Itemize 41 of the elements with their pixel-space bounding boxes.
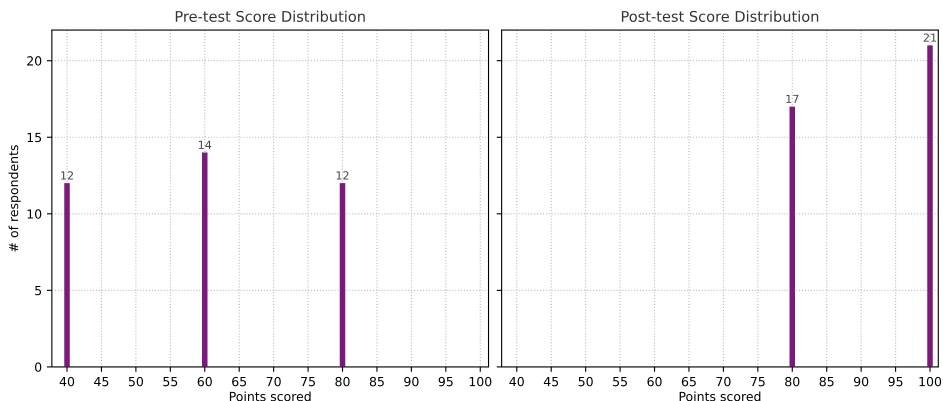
y-tick-label: 0: [35, 362, 42, 372]
data-label: 12: [61, 171, 73, 180]
x-tick-label: 65: [232, 376, 246, 386]
x-tick-label: 85: [370, 376, 384, 386]
x-tick-label: 55: [613, 377, 627, 386]
chart-title: Pre-test Score Distribution: [176, 10, 365, 22]
x-axis-title: Points scored: [230, 392, 311, 401]
y-tick-label: 20: [27, 56, 42, 66]
x-tick-label: 40: [509, 376, 524, 386]
chart-title: Post-test Score Distribution: [622, 10, 818, 22]
x-tick-label: 60: [647, 376, 662, 386]
x-tick-label: 90: [854, 376, 868, 386]
x-tick-label: 100: [470, 376, 492, 386]
data-label: 14: [198, 140, 212, 149]
x-axis-title: Points scored: [680, 392, 760, 401]
data-label: 21: [924, 33, 936, 42]
x-tick-label: 90: [404, 376, 419, 386]
x-tick-label: 95: [438, 376, 453, 386]
x-tick-label: 80: [785, 376, 800, 386]
y-tick-label: 10: [28, 209, 42, 219]
x-tick-label: 100: [919, 376, 942, 386]
data-label: 12: [336, 171, 348, 180]
x-tick-label: 50: [578, 376, 593, 386]
x-tick-label: 55: [163, 377, 178, 386]
x-tick-label: 75: [301, 377, 315, 386]
x-tick-label: 45: [544, 377, 558, 386]
x-tick-label: 75: [750, 377, 765, 386]
x-tick-label: 95: [888, 376, 902, 386]
x-tick-label: 70: [266, 376, 281, 386]
x-tick-label: 60: [198, 376, 212, 386]
y-tick-label: 15: [28, 132, 42, 142]
x-tick-label: 70: [716, 376, 731, 386]
y-axis-title: # of respondents: [8, 145, 21, 252]
x-tick-label: 50: [128, 376, 144, 386]
y-tick-label: 5: [35, 286, 42, 296]
x-tick-label: 85: [820, 376, 834, 386]
x-tick-label: 65: [682, 376, 696, 386]
data-label: 17: [786, 94, 798, 103]
x-tick-label: 45: [94, 377, 108, 386]
x-tick-label: 40: [60, 376, 74, 386]
x-tick-label: 80: [335, 376, 350, 386]
